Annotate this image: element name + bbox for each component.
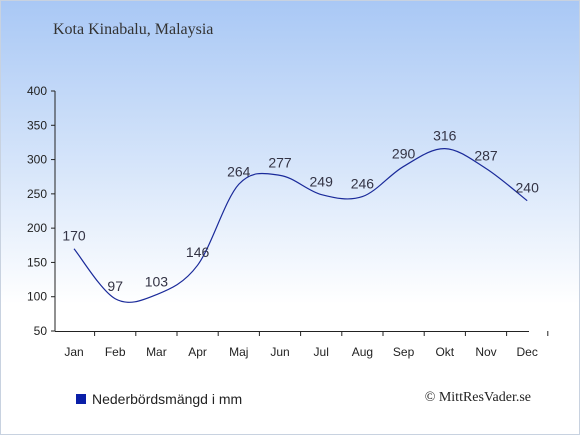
data-label: 277 [268,154,292,170]
x-tick-label: Jun [270,345,289,359]
data-label: 249 [310,174,334,190]
y-tick-label: 300 [27,153,47,167]
data-label: 287 [474,147,498,163]
x-tick-label: Feb [105,345,126,359]
y-tick-label: 400 [27,84,47,98]
legend-label: Nederbördsmängd i mm [92,391,243,407]
data-label: 290 [392,145,416,161]
y-tick-label: 200 [27,221,47,235]
chart-series [73,147,528,303]
page-title: Kota Kinabalu, Malaysia [53,21,214,38]
x-tick-label: Nov [475,345,496,359]
x-tick-label: Okt [435,345,454,359]
y-tick-label: 50 [34,324,48,338]
data-label: 246 [351,176,375,192]
x-tick-label: Apr [188,345,207,359]
legend: Nederbördsmängd i mm [76,391,242,407]
x-tick-label: Dec [517,345,538,359]
data-label: 316 [433,128,457,144]
x-tick-label: Sep [393,345,415,359]
x-tick-label: Jul [314,345,329,359]
x-tick-label: Maj [229,345,248,359]
x-tick-label: Mar [146,345,167,359]
chart-data-labels: 170 97 103 146 264 277 249 246 290 316 287 240 [62,128,539,294]
data-label: 103 [145,274,169,290]
data-label: 240 [516,180,540,196]
precipitation-series-line [73,147,528,303]
x-tick-label: Jan [64,345,83,359]
y-tick-label: 250 [27,187,47,201]
chart-axes: 50 100 150 200 250 300 350 400 Jan Feb Mar Apr Maj Ju… [27,84,549,359]
data-label: 146 [186,244,210,260]
x-tick-label: Aug [352,345,373,359]
y-tick-label: 150 [27,255,47,269]
legend-swatch [76,394,86,404]
data-label: 97 [107,278,123,294]
data-label: 170 [62,228,86,244]
y-tick-label: 100 [27,290,47,304]
copyright-text: © MittResVader.se [424,390,531,405]
y-tick-label: 350 [27,118,47,132]
data-label: 264 [227,163,251,179]
